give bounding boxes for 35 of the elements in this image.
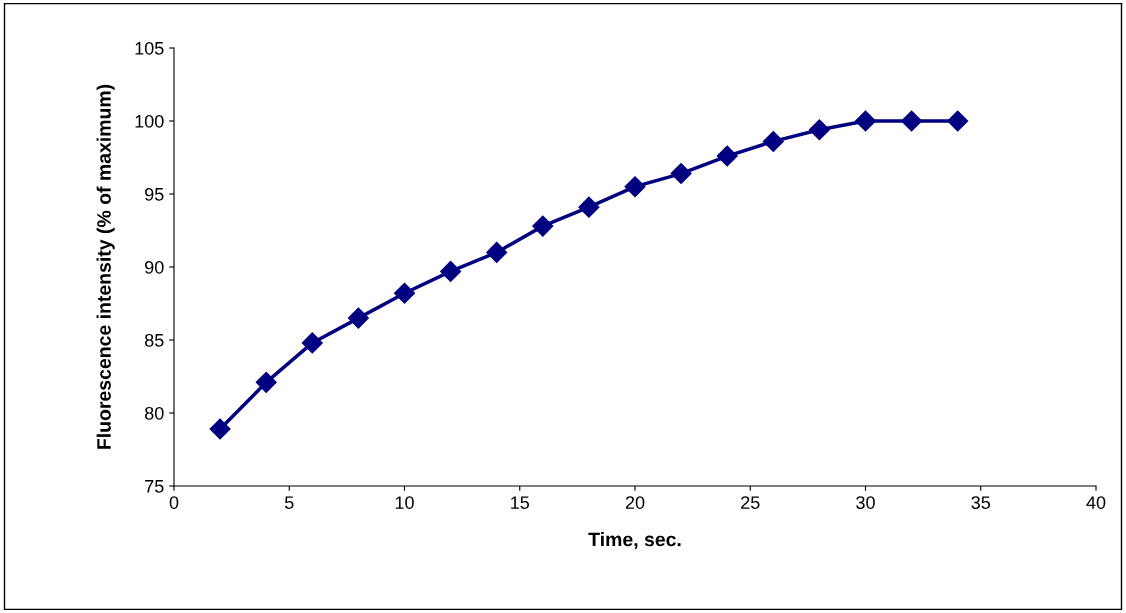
x-tick-label: 10	[395, 496, 414, 509]
point	[301, 332, 323, 354]
y-tick-label: 105	[135, 41, 164, 55]
point	[762, 130, 784, 152]
x-tick-label: 5	[284, 496, 294, 509]
point	[901, 110, 923, 132]
point	[486, 241, 508, 263]
y-tick-label: 90	[145, 260, 164, 274]
x-tick-label: 15	[511, 496, 530, 509]
point	[854, 110, 877, 132]
point	[532, 215, 554, 237]
point	[716, 145, 738, 167]
y-tick-label: 100	[135, 114, 164, 128]
x-tick-label: 20	[625, 496, 645, 509]
x-tick-label: 35	[971, 496, 991, 509]
x-tick-label: 30	[856, 496, 875, 509]
x-tick-label: 25	[741, 496, 760, 509]
point	[578, 196, 600, 218]
y-tick-label: 80	[144, 406, 164, 420]
x-tick-label: 40	[1086, 496, 1106, 509]
point	[255, 371, 277, 393]
point	[393, 282, 416, 304]
point	[947, 110, 969, 132]
point	[624, 176, 646, 198]
point	[209, 418, 231, 440]
y-axis-title: Fluorescence intensity (% of maximum)	[96, 84, 115, 449]
x-axis-title: Time, sec.	[588, 532, 681, 550]
point	[670, 163, 692, 185]
y-tick-label: 95	[145, 187, 164, 201]
y-tick-label: 85	[144, 333, 164, 347]
point	[347, 307, 369, 329]
x-tick-label: 0	[169, 496, 179, 509]
point	[440, 260, 462, 282]
point	[808, 119, 830, 141]
y-tick-label: 75	[145, 480, 164, 493]
